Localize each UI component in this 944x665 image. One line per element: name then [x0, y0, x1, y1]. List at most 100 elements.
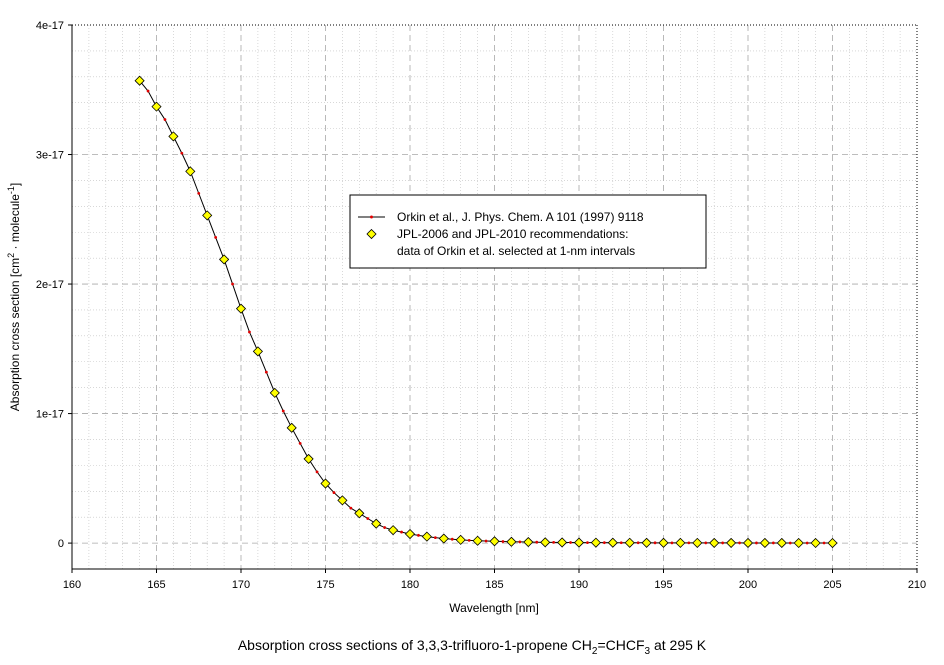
series-jpl-diamonds: [134, 75, 838, 549]
series-line-point: [332, 491, 336, 494]
series-line-point: [822, 541, 826, 545]
diamond-point: [658, 537, 669, 548]
series-line-point: [484, 539, 488, 543]
x-tick-label: 200: [739, 579, 757, 591]
series-line-point: [248, 330, 251, 334]
series-line-point: [518, 540, 522, 544]
diamond-point: [590, 537, 601, 548]
diamond-point: [692, 537, 703, 548]
x-tick-label: 175: [316, 579, 334, 591]
series-line-point: [450, 537, 454, 541]
y-axis-title: Absorption cross section [cm2 · molecule…: [6, 183, 22, 411]
diamond-point: [286, 422, 297, 433]
series-line-point: [163, 118, 167, 121]
series-line-point: [281, 409, 285, 413]
diamond-point: [624, 537, 635, 548]
diamond-point: [354, 508, 365, 519]
diamond-point: [371, 518, 382, 529]
series-line-point: [146, 89, 150, 93]
diamond-point: [489, 536, 500, 547]
series-line-point: [552, 540, 556, 544]
diamond-point: [506, 536, 517, 547]
diamond-point: [134, 75, 145, 86]
diamond-point: [303, 453, 314, 464]
y-tick-label: 1e-17: [36, 409, 64, 421]
diamond-point: [235, 303, 247, 314]
diamond-point: [388, 525, 399, 536]
diamond-point: [168, 131, 179, 142]
series-line-point: [231, 282, 234, 286]
series-line-point: [400, 530, 403, 534]
diamond-point: [472, 535, 483, 546]
series-line-point: [619, 541, 623, 545]
diamond-point: [455, 534, 466, 545]
diamond-point: [827, 537, 838, 549]
y-tick-label: 2e-17: [36, 279, 64, 291]
legend: Orkin et al., J. Phys. Chem. A 101 (1997…: [349, 194, 707, 269]
x-tick-label: 190: [570, 579, 588, 591]
y-tick-label: 0: [58, 538, 64, 550]
series-line-point: [214, 236, 218, 239]
series-line-point: [602, 541, 606, 545]
series-line-point: [788, 541, 792, 545]
diamond-point: [776, 537, 787, 549]
series-line-point: [670, 541, 674, 545]
diamond-point: [810, 537, 821, 549]
x-tick-label: 170: [232, 579, 250, 591]
legend-line-marker: [370, 215, 373, 219]
series-line-point: [687, 541, 691, 545]
series-line-point: [535, 540, 539, 544]
diamond-point: [185, 166, 196, 177]
y-tick-label: 4e-17: [36, 20, 64, 32]
chart-caption: Absorption cross sections of 3,3,3-trifl…: [237, 637, 707, 657]
diamond-point: [252, 346, 263, 357]
diamond-point: [607, 537, 618, 548]
x-axis-ticks: 160 165 170 175 180 185 190 195 200 205 210: [63, 569, 926, 591]
series-line-point: [467, 538, 471, 542]
x-tick-label: 185: [485, 579, 503, 591]
series-line-point: [721, 541, 725, 545]
series-line-point: [738, 541, 741, 545]
diamond-point: [269, 387, 280, 398]
diamond-point: [641, 537, 652, 548]
series-line-point: [315, 470, 319, 474]
series-line-point: [417, 533, 420, 537]
series-line-point: [501, 540, 505, 543]
series-line-point: [586, 541, 589, 545]
diamond-point: [557, 537, 568, 548]
diamond-point: [202, 210, 213, 221]
diamond-point: [421, 531, 432, 542]
x-tick-label: 160: [63, 579, 81, 591]
series-line-point: [383, 526, 387, 529]
diamond-point: [404, 528, 416, 540]
diamond-point: [759, 537, 770, 549]
legend-diamond-marker: [366, 228, 377, 240]
series-line-point: [433, 536, 437, 540]
series-line-point: [653, 541, 657, 545]
series-line-point: [180, 151, 184, 155]
diamond-point: [438, 533, 449, 544]
y-tick-label: 3e-17: [36, 150, 64, 162]
series-line-point: [636, 541, 640, 545]
series-line-point: [805, 541, 809, 545]
y-axis-ticks: 0 1e-17 2e-17 3e-17 4e-17: [36, 20, 72, 550]
series-line-point: [366, 517, 370, 520]
diamond-point: [337, 495, 348, 506]
series-line-point: [771, 541, 775, 545]
x-axis-title: Wavelength [nm]: [449, 601, 539, 615]
diamond-point: [726, 537, 737, 548]
diamond-point: [742, 537, 754, 549]
diamond-point: [573, 537, 585, 548]
diamond-point: [219, 254, 230, 265]
diamond-point: [151, 101, 162, 112]
diamond-point: [675, 537, 686, 548]
series-line-point: [569, 541, 572, 544]
minor-gridlines: [72, 25, 917, 569]
x-tick-label: 195: [654, 579, 672, 591]
x-tick-label: 205: [823, 579, 841, 591]
diamond-point: [540, 537, 551, 548]
legend-box: [349, 194, 707, 269]
series-line-point: [264, 370, 268, 374]
x-tick-label: 165: [147, 579, 165, 591]
